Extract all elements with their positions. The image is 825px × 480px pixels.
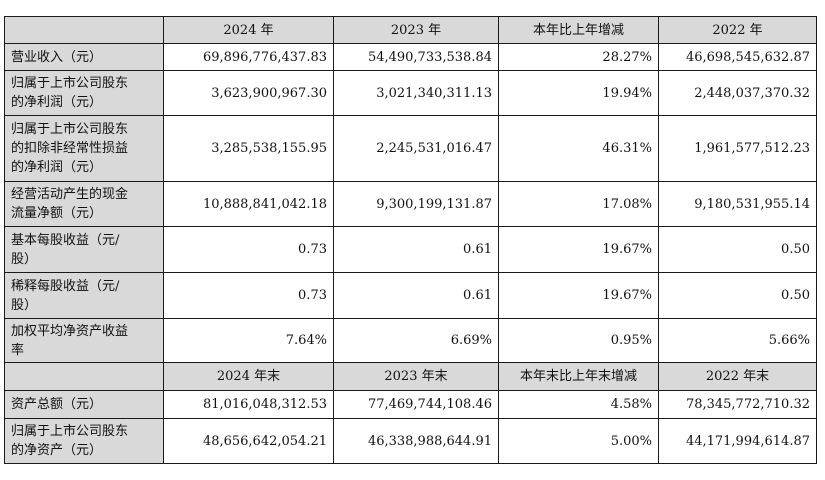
cell-2024: 7.64%	[163, 318, 334, 363]
cell-change: 46.31%	[498, 115, 659, 182]
cell-2022: 1,961,577,512.23	[658, 115, 817, 182]
cell-2023: 77,469,744,108.46	[333, 390, 499, 419]
header-row-period: 2024 年 2023 年 本年比上年增减 2022 年	[4, 16, 817, 44]
row-label: 基本每股收益（元/ 股）	[4, 226, 164, 273]
cell-2023: 0.61	[333, 272, 499, 319]
header-cell-change-end: 本年末比上年末增减	[498, 362, 659, 391]
table-row: 归属于上市公司股东 的净资产（元） 48,656,642,054.21 46,3…	[4, 418, 817, 464]
cell-2023: 54,490,733,538.84	[333, 43, 499, 71]
cell-2024: 3,285,538,155.95	[163, 115, 334, 182]
cell-2024: 81,016,048,312.53	[163, 390, 334, 419]
cell-2023: 0.61	[333, 226, 499, 273]
table-row: 资产总额（元） 81,016,048,312.53 77,469,744,108…	[4, 390, 817, 419]
cell-2024: 10,888,841,042.18	[163, 181, 334, 227]
row-label: 资产总额（元）	[4, 390, 164, 419]
cell-2022: 46,698,545,632.87	[658, 43, 817, 71]
cell-2023: 46,338,988,644.91	[333, 418, 499, 464]
header-cell-2022: 2022 年	[658, 16, 817, 44]
cell-2022: 0.50	[658, 272, 817, 319]
table-row: 基本每股收益（元/ 股） 0.73 0.61 19.67% 0.50	[4, 226, 817, 273]
row-label: 经营活动产生的现金 流量净额（元）	[4, 181, 164, 227]
header-cell-2024-end: 2024 年末	[163, 362, 334, 391]
table-row: 加权平均净资产收益 率 7.64% 6.69% 0.95% 5.66%	[4, 318, 817, 363]
header-cell-blank	[4, 16, 164, 44]
cell-2024: 0.73	[163, 272, 334, 319]
table-row: 经营活动产生的现金 流量净额（元） 10,888,841,042.18 9,30…	[4, 181, 817, 227]
row-label: 稀释每股收益（元/ 股）	[4, 272, 164, 319]
cell-change: 19.94%	[498, 70, 659, 116]
cell-2023: 3,021,340,311.13	[333, 70, 499, 116]
cell-2022: 2,448,037,370.32	[658, 70, 817, 116]
cell-2024: 48,656,642,054.21	[163, 418, 334, 464]
row-label: 加权平均净资产收益 率	[4, 318, 164, 363]
cell-2024: 3,623,900,967.30	[163, 70, 334, 116]
cell-2022: 78,345,772,710.32	[658, 390, 817, 419]
cell-change: 19.67%	[498, 226, 659, 273]
row-label: 归属于上市公司股东 的净资产（元）	[4, 418, 164, 464]
header-cell-change: 本年比上年增减	[498, 16, 659, 44]
cell-2022: 0.50	[658, 226, 817, 273]
cell-2024: 69,896,776,437.83	[163, 43, 334, 71]
cell-change: 5.00%	[498, 418, 659, 464]
cell-change: 0.95%	[498, 318, 659, 363]
cell-2024: 0.73	[163, 226, 334, 273]
row-label: 营业收入（元）	[4, 43, 164, 71]
cell-change: 17.08%	[498, 181, 659, 227]
table-row: 归属于上市公司股东 的净利润（元） 3,623,900,967.30 3,021…	[4, 70, 817, 116]
table-row: 营业收入（元） 69,896,776,437.83 54,490,733,538…	[4, 43, 817, 71]
cell-2023: 9,300,199,131.87	[333, 181, 499, 227]
cell-2022: 44,171,994,614.87	[658, 418, 817, 464]
cell-change: 4.58%	[498, 390, 659, 419]
table-row: 稀释每股收益（元/ 股） 0.73 0.61 19.67% 0.50	[4, 272, 817, 319]
header-cell-2024: 2024 年	[163, 16, 334, 44]
row-label: 归属于上市公司股东 的扣除非经常性损益 的净利润（元）	[4, 115, 164, 182]
cell-change: 28.27%	[498, 43, 659, 71]
header-cell-2022-end: 2022 年末	[658, 362, 817, 391]
row-label: 归属于上市公司股东 的净利润（元）	[4, 70, 164, 116]
table-row: 归属于上市公司股东 的扣除非经常性损益 的净利润（元） 3,285,538,15…	[4, 115, 817, 182]
cell-2022: 5.66%	[658, 318, 817, 363]
cell-2023: 6.69%	[333, 318, 499, 363]
cell-2022: 9,180,531,955.14	[658, 181, 817, 227]
header-cell-2023: 2023 年	[333, 16, 499, 44]
header-cell-2023-end: 2023 年末	[333, 362, 499, 391]
header-row-yearend: 2024 年末 2023 年末 本年末比上年末增减 2022 年末	[4, 362, 817, 391]
cell-2023: 2,245,531,016.47	[333, 115, 499, 182]
financial-indicators-table: 2024 年 2023 年 本年比上年增减 2022 年 营业收入（元） 69,…	[4, 16, 817, 464]
cell-change: 19.67%	[498, 272, 659, 319]
header-cell-blank	[4, 362, 164, 391]
